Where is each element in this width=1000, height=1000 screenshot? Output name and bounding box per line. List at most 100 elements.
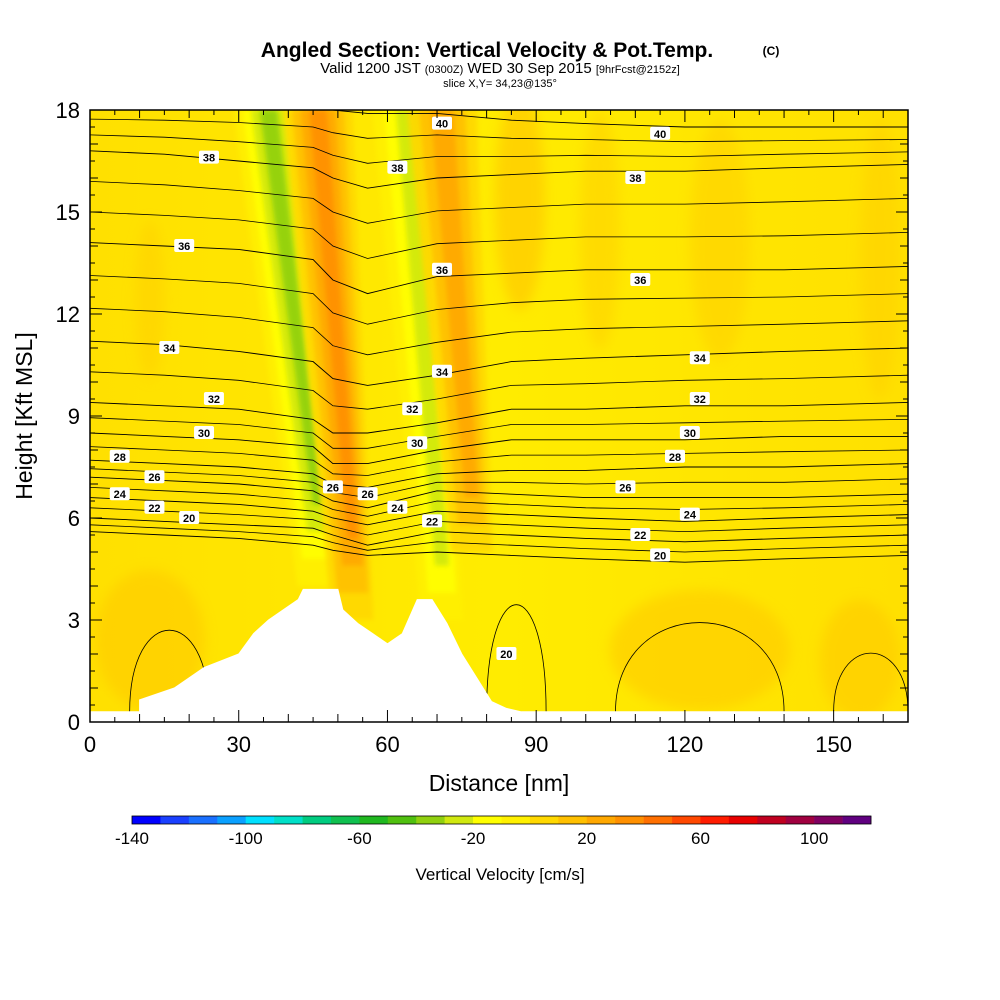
contour-label-bg — [664, 449, 685, 463]
velocity-band — [430, 110, 479, 498]
colorbar-swatch — [217, 816, 246, 824]
colorbar-swatch — [188, 816, 218, 824]
contour-label: 20 — [179, 511, 200, 525]
colorbar-swatch — [416, 816, 445, 824]
contour-label-text: 22 — [148, 503, 160, 515]
colorbar-label: -60 — [347, 829, 372, 848]
contour-label: 38 — [625, 171, 646, 185]
velocity-band — [259, 110, 324, 505]
colorbar-label: -100 — [229, 829, 263, 848]
theta-contour — [90, 459, 908, 488]
chart-title-unit: (C) — [763, 44, 780, 58]
colorbar-label: 60 — [691, 829, 710, 848]
contour-label-bg — [159, 341, 180, 354]
colorbar-swatch — [672, 816, 701, 824]
contour-label-text: 34 — [694, 353, 707, 365]
contour-label-bg — [109, 487, 130, 501]
contour-label-text: 26 — [361, 489, 373, 501]
contour-label: 36 — [431, 262, 452, 277]
weak-updraft-patch — [860, 120, 900, 400]
x-tick-label: 60 — [375, 732, 399, 757]
theta-contour-minor — [90, 524, 908, 553]
contour-label-text: 22 — [426, 516, 438, 528]
colorbar-swatch — [330, 816, 360, 824]
contour-label-bg — [198, 150, 219, 164]
contour-label: 28 — [664, 449, 685, 464]
colorbar-swatch — [842, 816, 872, 824]
contour-label: 24 — [109, 487, 130, 501]
contour-label: 34 — [159, 341, 180, 355]
contour-label-bg — [387, 500, 408, 514]
theta-contour — [90, 432, 908, 465]
contour-label: 30 — [679, 426, 700, 440]
contour-label-text: 40 — [654, 129, 666, 141]
contour-label: 26 — [322, 480, 343, 494]
contour-label: 34 — [431, 364, 452, 379]
contour-label: 22 — [144, 500, 165, 515]
subtitle-forecast: [9hrFcst@2152z] — [596, 64, 680, 76]
colorbar-swatch — [473, 816, 502, 824]
x-tick-label: 90 — [524, 732, 548, 757]
colorbar-swatch — [274, 816, 303, 824]
contour-label-bg — [203, 392, 224, 405]
contour-label-text: 20 — [654, 550, 666, 562]
contour-label-text: 30 — [198, 428, 210, 440]
contour-label-bg — [194, 426, 215, 439]
contour-label: 24 — [679, 507, 700, 522]
colorbar-swatch — [501, 816, 531, 824]
contour-label-bg — [496, 647, 517, 660]
colorbar-label: -140 — [115, 829, 149, 848]
theta-contour — [90, 401, 908, 434]
contour-label: 36 — [174, 239, 195, 253]
contour-label: 32 — [689, 392, 710, 406]
colorbar-swatch — [302, 816, 332, 824]
contour-label-bg — [357, 487, 378, 501]
weak-updraft-patch — [580, 110, 620, 350]
weak-updraft-patch — [690, 120, 750, 360]
contour-label: 28 — [109, 449, 130, 464]
contour-label-bg — [689, 351, 710, 365]
contour-label-bg — [144, 500, 165, 514]
contour-label: 30 — [407, 436, 428, 450]
y-tick-label: 6 — [68, 506, 80, 531]
colorbar-swatch — [387, 816, 417, 824]
colorbar-swatch — [245, 816, 275, 824]
contour-label-text: 28 — [669, 452, 681, 464]
weak-updraft-patch — [135, 220, 165, 380]
x-tick-label: 150 — [815, 732, 852, 757]
contour-label-bg — [625, 171, 646, 184]
contour-label: 26 — [357, 487, 378, 501]
contour-label: 22 — [422, 514, 443, 528]
contour-label-bg — [322, 480, 343, 494]
contour-label: 40 — [650, 126, 671, 141]
contour-label-text: 22 — [634, 530, 646, 542]
contour-label-text: 38 — [391, 163, 403, 175]
x-tick-label: 0 — [84, 732, 96, 757]
contour-label-text: 24 — [684, 510, 697, 522]
contour-label-text: 26 — [148, 472, 160, 484]
colorbar-label: 100 — [800, 829, 828, 848]
contour-label-text: 20 — [500, 649, 512, 661]
theta-contour-minor — [90, 211, 908, 259]
colorbar-swatch — [160, 816, 190, 824]
theta-contour-minor — [90, 507, 908, 536]
velocity-band — [395, 110, 449, 566]
contour-label: 20 — [496, 647, 517, 661]
contour-label-text: 30 — [684, 428, 696, 440]
colorbar-swatch — [615, 816, 644, 824]
contour-label-text: 32 — [694, 394, 706, 406]
contour-label-bg — [174, 239, 195, 252]
terrain-mask — [90, 588, 908, 722]
contour-label-text: 24 — [391, 503, 404, 515]
contour-label-bg — [387, 160, 408, 174]
x-axis-label: Distance [nm] — [429, 770, 570, 796]
contour-label-bg — [615, 480, 636, 494]
contour-label: 20 — [650, 548, 671, 562]
contour-label: 36 — [630, 273, 651, 287]
theta-contour — [90, 150, 908, 189]
contour-label-text: 36 — [436, 265, 448, 277]
contour-label-text: 24 — [114, 489, 127, 501]
contour-label: 26 — [615, 480, 636, 494]
